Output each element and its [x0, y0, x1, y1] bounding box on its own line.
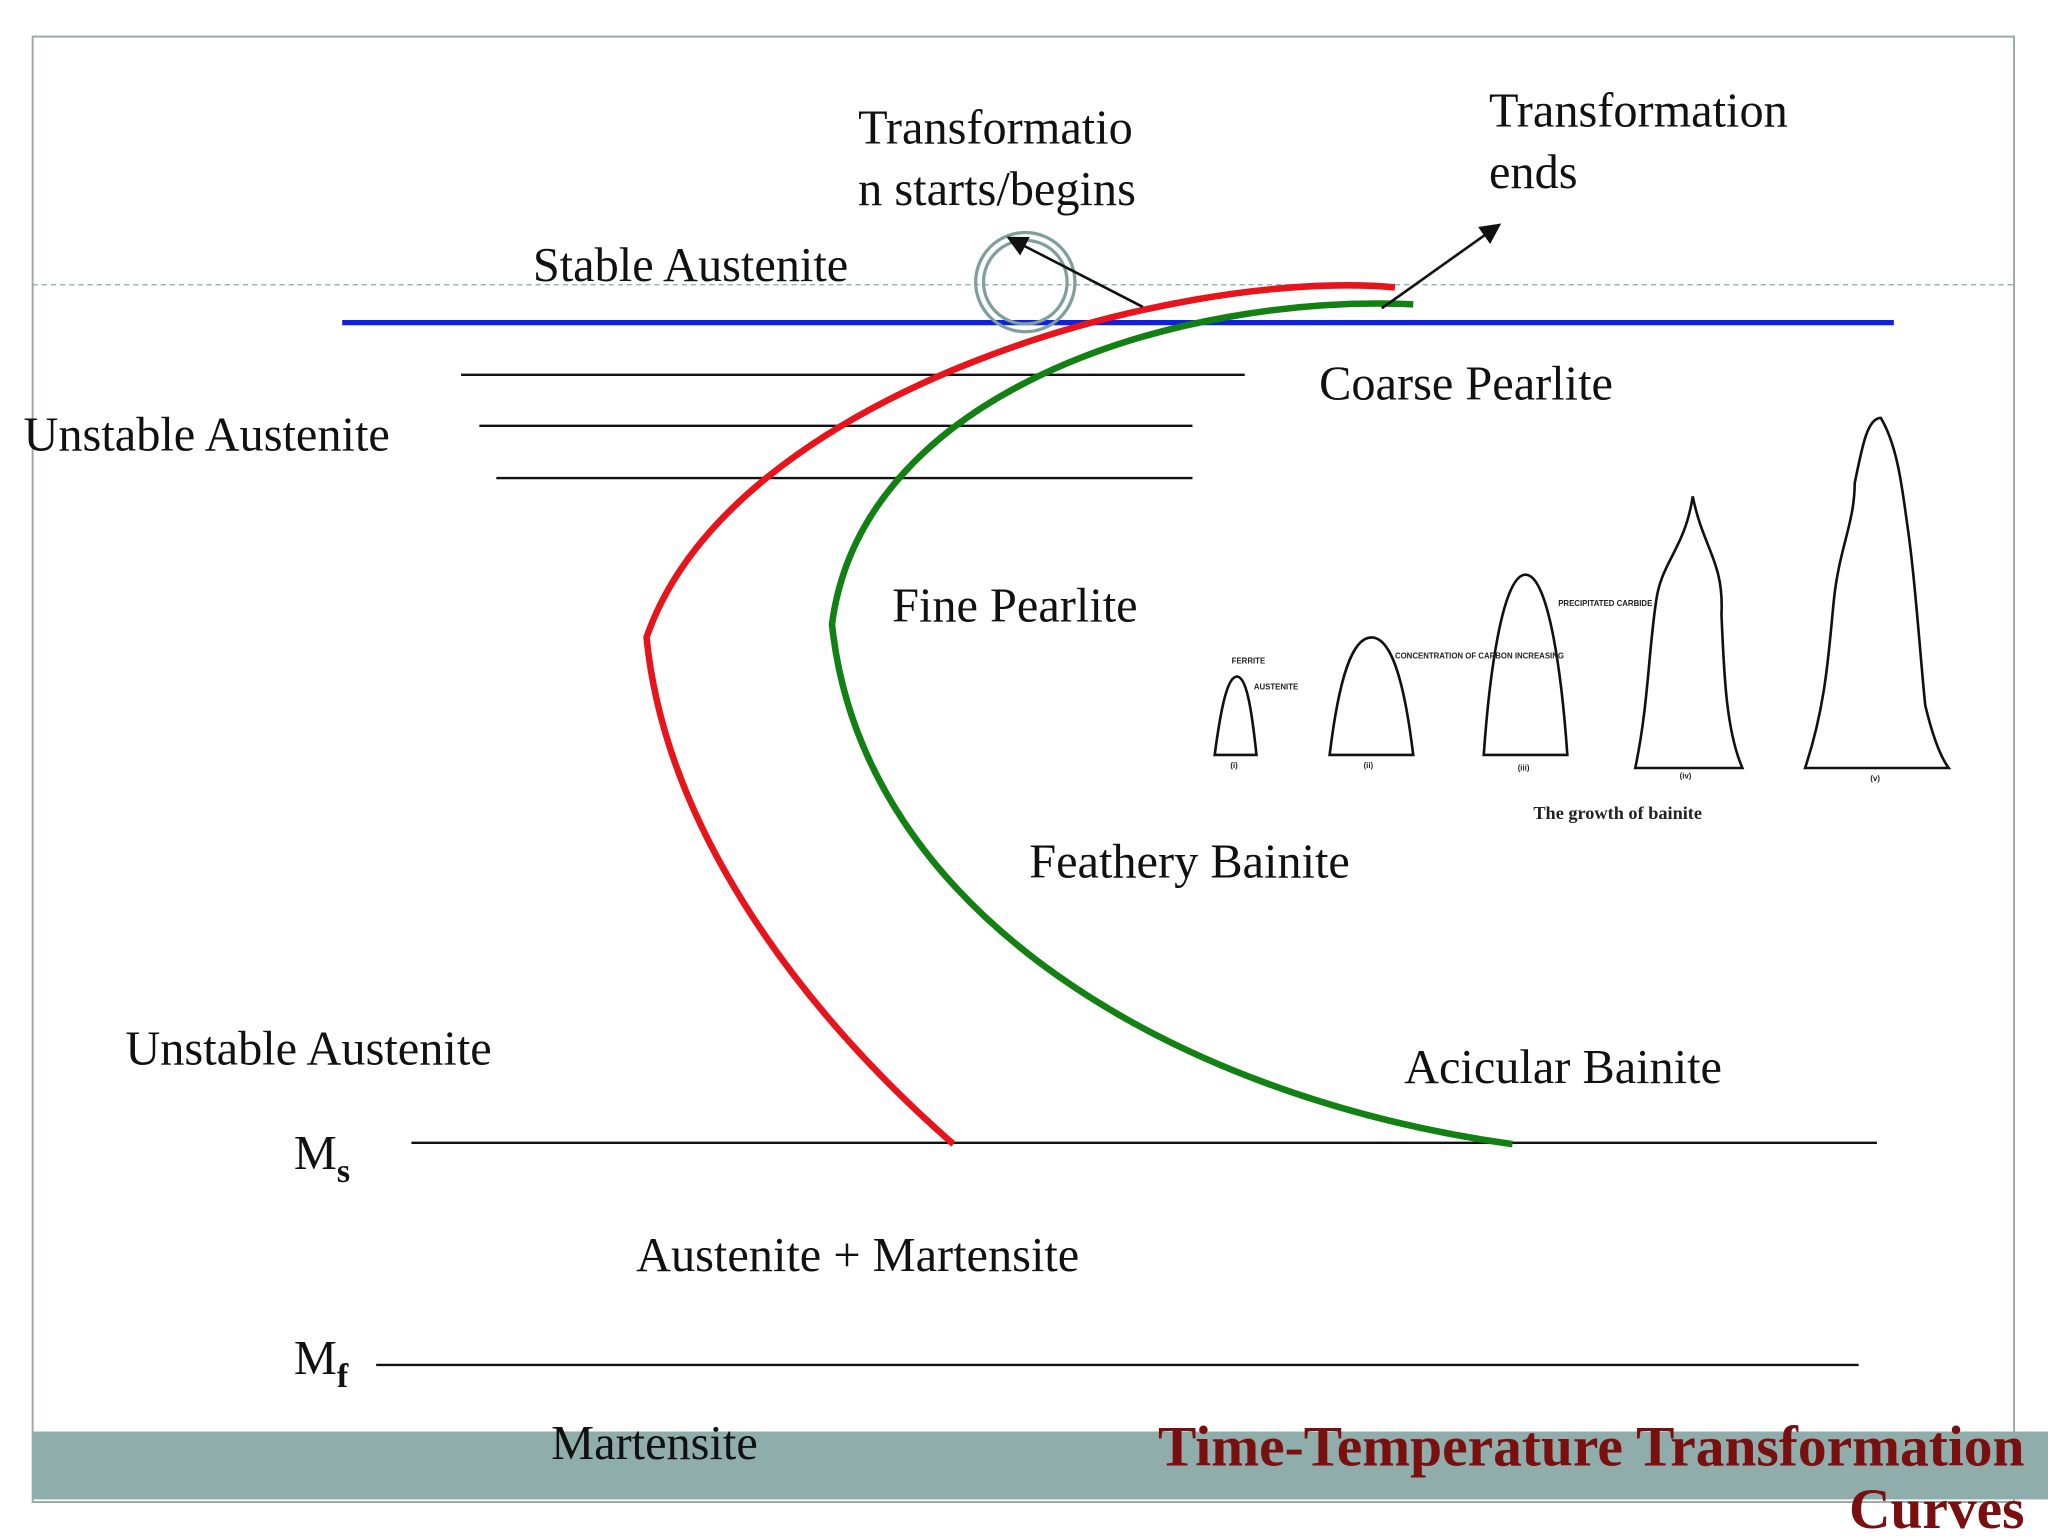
sketch — [1328, 636, 1415, 757]
inset-note: AUSTENITE — [1254, 683, 1298, 692]
sketch — [1633, 496, 1745, 770]
inset-note: FERRITE — [1232, 657, 1266, 666]
label: Stable Austenite — [533, 239, 848, 292]
circle — [974, 230, 1077, 334]
inset-stage: (ii) — [1364, 761, 1374, 770]
label: Feathery Bainite — [1029, 836, 1350, 889]
ms-main: M — [294, 1127, 337, 1180]
label: Unstable Austenite — [24, 409, 390, 462]
title: Time-Temperature Transformation — [1158, 1415, 2025, 1478]
sketch — [1482, 573, 1569, 757]
bainite-inset: FERRITE AUSTENITE CONCENTRATION OF CARBO… — [1213, 416, 1952, 823]
mf-label: Mf — [294, 1332, 349, 1395]
label: ends — [1489, 146, 1578, 199]
label: Coarse Pearlite — [1319, 358, 1613, 411]
label: Unstable Austenite — [125, 1022, 491, 1075]
label: Transformatio — [858, 102, 1133, 155]
inset-note: PRECIPITATED CARBIDE — [1558, 599, 1652, 608]
circle — [981, 238, 1069, 326]
arrow — [1381, 223, 1502, 310]
inset-note: CONCENTRATION OF CARBON INCREASING — [1395, 651, 1564, 660]
end-curve — [828, 300, 1513, 1148]
sketch — [1803, 416, 1952, 770]
label: Acicular Bainite — [1404, 1041, 1722, 1094]
arrow — [1006, 236, 1144, 309]
inset-stage: (iii) — [1518, 764, 1530, 773]
level-lines — [376, 373, 1877, 1367]
ms-sub: s — [337, 1153, 350, 1190]
mf-main: M — [294, 1332, 337, 1385]
start-curve — [643, 282, 1396, 1147]
label: Martensite — [551, 1417, 758, 1470]
sketch — [1213, 675, 1258, 757]
inset-stage: (i) — [1230, 761, 1238, 770]
mf-sub: f — [337, 1358, 349, 1395]
inset-stage: (v) — [1870, 774, 1880, 783]
footer-bar — [32, 1431, 2048, 1500]
inset-stage: (iv) — [1680, 771, 1692, 780]
frame — [31, 35, 2016, 1504]
label: Austenite + Martensite — [636, 1229, 1079, 1282]
inset-caption: The growth of bainite — [1533, 803, 1702, 823]
title: Curves — [1849, 1478, 2025, 1536]
ms-label: Ms — [294, 1127, 350, 1190]
label: n starts/begins — [858, 163, 1136, 216]
label: Transformation — [1489, 85, 1788, 138]
label: Fine Pearlite — [892, 580, 1138, 633]
